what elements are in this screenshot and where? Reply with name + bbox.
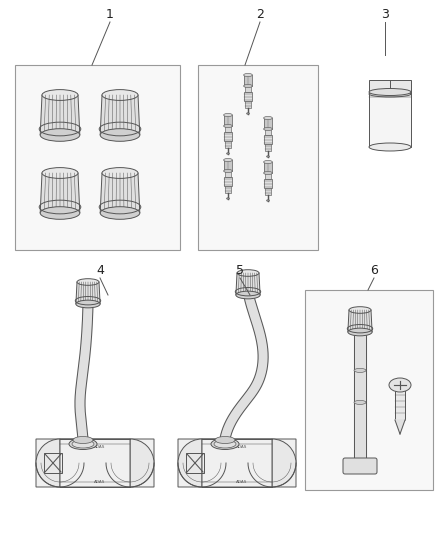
Polygon shape	[395, 420, 405, 434]
Ellipse shape	[42, 167, 78, 179]
Polygon shape	[354, 332, 366, 460]
Ellipse shape	[100, 128, 140, 141]
Wedge shape	[178, 439, 202, 487]
Text: 1: 1	[106, 9, 114, 21]
Ellipse shape	[215, 437, 235, 443]
Bar	[202, 439, 272, 487]
Bar	[244, 92, 252, 101]
Ellipse shape	[244, 84, 252, 87]
Text: 4: 4	[96, 263, 104, 277]
Bar	[186, 453, 204, 473]
Polygon shape	[40, 95, 80, 135]
Bar	[369, 80, 411, 94]
Ellipse shape	[369, 143, 411, 151]
Bar	[198, 65, 318, 250]
Ellipse shape	[224, 169, 233, 173]
Ellipse shape	[69, 439, 97, 449]
Ellipse shape	[246, 112, 250, 114]
Text: ADAS: ADAS	[237, 445, 247, 449]
Polygon shape	[40, 173, 80, 213]
Bar	[265, 144, 271, 151]
Ellipse shape	[42, 90, 78, 100]
Ellipse shape	[266, 200, 270, 201]
Bar	[264, 179, 272, 188]
Bar	[264, 162, 272, 173]
Ellipse shape	[226, 152, 230, 155]
Ellipse shape	[264, 160, 272, 164]
Text: 5: 5	[236, 263, 244, 277]
Bar	[244, 75, 252, 86]
Wedge shape	[272, 439, 296, 487]
Bar	[264, 134, 272, 144]
Bar	[225, 171, 231, 176]
Text: ADAS: ADAS	[94, 445, 106, 449]
Ellipse shape	[266, 156, 270, 157]
Bar	[305, 290, 433, 490]
Bar	[265, 188, 271, 195]
Bar	[15, 65, 180, 250]
Polygon shape	[220, 290, 268, 440]
Bar	[44, 453, 62, 473]
Ellipse shape	[354, 400, 366, 405]
Text: 3: 3	[381, 9, 389, 21]
Bar	[224, 176, 232, 187]
Bar	[369, 92, 411, 147]
Ellipse shape	[224, 125, 233, 127]
Ellipse shape	[264, 172, 272, 174]
Bar	[225, 126, 231, 132]
Bar	[395, 385, 405, 420]
FancyBboxPatch shape	[36, 439, 154, 487]
Wedge shape	[36, 439, 60, 487]
Ellipse shape	[236, 291, 260, 299]
Polygon shape	[75, 304, 93, 440]
Bar	[245, 86, 251, 92]
Ellipse shape	[264, 127, 272, 131]
Polygon shape	[76, 282, 100, 304]
Bar	[265, 129, 271, 134]
Ellipse shape	[349, 306, 371, 313]
Bar	[225, 187, 231, 193]
Ellipse shape	[102, 167, 138, 179]
Text: 2: 2	[256, 9, 264, 21]
Ellipse shape	[72, 440, 94, 448]
Ellipse shape	[226, 198, 230, 199]
Ellipse shape	[244, 74, 252, 77]
Bar	[264, 118, 272, 129]
Ellipse shape	[237, 270, 259, 276]
Text: ADAS: ADAS	[94, 480, 106, 484]
Wedge shape	[130, 439, 154, 487]
Ellipse shape	[77, 279, 99, 285]
Ellipse shape	[76, 300, 100, 308]
Ellipse shape	[100, 207, 140, 219]
Bar	[60, 439, 130, 487]
Bar	[224, 160, 233, 171]
Ellipse shape	[40, 207, 80, 219]
Ellipse shape	[40, 128, 80, 141]
Text: 6: 6	[370, 263, 378, 277]
Ellipse shape	[348, 328, 372, 336]
Text: ADAS: ADAS	[237, 480, 247, 484]
Ellipse shape	[354, 368, 366, 373]
Ellipse shape	[224, 158, 233, 161]
Bar	[224, 115, 233, 126]
FancyBboxPatch shape	[343, 458, 377, 474]
Ellipse shape	[73, 437, 93, 443]
Bar	[224, 132, 232, 141]
Polygon shape	[348, 310, 372, 332]
Ellipse shape	[389, 378, 411, 392]
Bar	[225, 141, 231, 148]
Polygon shape	[100, 95, 140, 135]
Ellipse shape	[264, 116, 272, 119]
Polygon shape	[236, 273, 260, 295]
Ellipse shape	[211, 439, 239, 449]
FancyBboxPatch shape	[178, 439, 296, 487]
Bar	[245, 101, 251, 108]
Ellipse shape	[102, 90, 138, 100]
Polygon shape	[100, 173, 140, 213]
Ellipse shape	[214, 440, 236, 448]
Ellipse shape	[369, 91, 411, 97]
Bar	[265, 173, 271, 179]
Ellipse shape	[224, 114, 233, 117]
Ellipse shape	[369, 88, 411, 95]
